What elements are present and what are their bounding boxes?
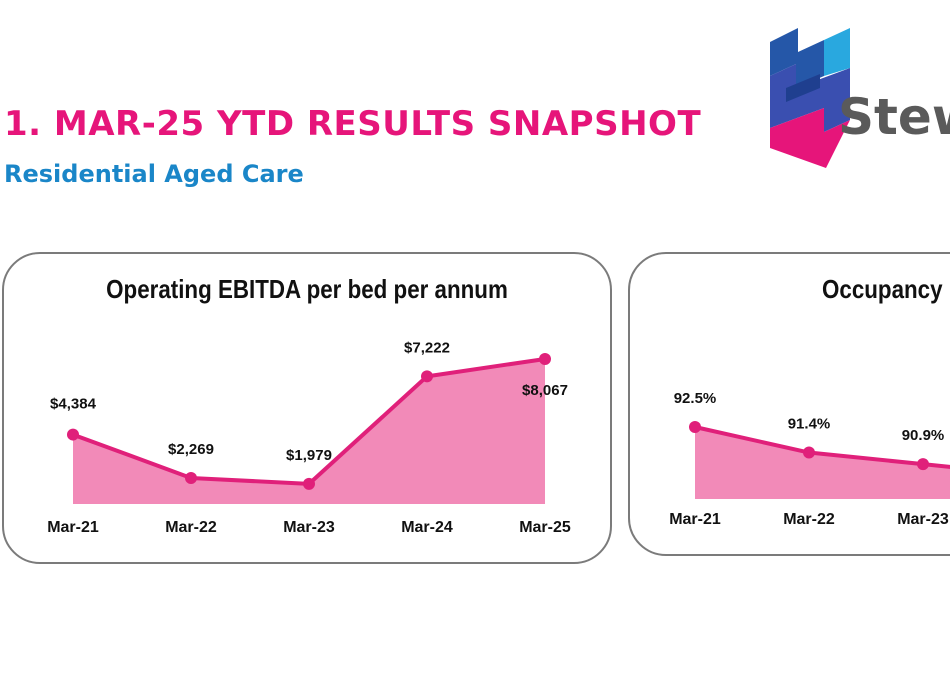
- occupancy-data-label-mar-21: 92.5%: [674, 390, 717, 407]
- ebitda-point-mar-25: [539, 353, 551, 365]
- occupancy-x-tick-mar-22: Mar-22: [783, 511, 835, 528]
- occupancy-x-tick-mar-23: Mar-23: [897, 511, 949, 528]
- logo-wordmark: Stew: [838, 88, 950, 146]
- occupancy-chart: 92.5% Mar-21 91.4% Mar-22 90.9% Mar-23: [669, 390, 950, 528]
- occupancy-area-fill: [695, 427, 950, 499]
- occupancy-point-mar-21: [689, 421, 701, 433]
- occupancy-x-tick-mar-21: Mar-21: [669, 511, 721, 528]
- ebitda-data-label-mar-22: $2,269: [168, 441, 214, 458]
- occupancy-data-label-mar-23: 90.9%: [902, 427, 945, 444]
- slide-title: 1. MAR-25 YTD RESULTS SNAPSHOT: [4, 104, 702, 144]
- ebitda-point-mar-24: [421, 370, 433, 383]
- ebitda-data-label-mar-24: $7,222: [404, 339, 450, 356]
- ebitda-chart-title: Operating EBITDA per bed per annum: [106, 274, 508, 304]
- occupancy-point-mar-23: [917, 458, 929, 471]
- logo-mark-icon: [770, 28, 850, 168]
- ebitda-x-tick-mar-23: Mar-23: [283, 519, 335, 536]
- ebitda-x-tick-mar-25: Mar-25: [519, 519, 571, 536]
- occupancy-point-mar-22: [803, 446, 815, 459]
- ebitda-chart-panel: Operating EBITDA per bed per annum $4,38…: [2, 252, 612, 564]
- occupancy-series-line: [694, 425, 950, 469]
- ebitda-data-label-mar-25: $8,067: [522, 382, 568, 399]
- ebitda-x-tick-mar-21: Mar-21: [47, 519, 99, 536]
- occupancy-data-label-mar-22: 91.4%: [788, 416, 831, 433]
- company-logo: Stew: [766, 28, 950, 170]
- occupancy-chart-title: Occupancy: [822, 274, 943, 304]
- ebitda-point-mar-23: [303, 477, 315, 490]
- occupancy-chart-panel: Occupancy 92.5% Mar-21 91.4% Mar-22 90.9% Mar…: [628, 252, 950, 556]
- ebitda-data-label-mar-21: $4,384: [50, 396, 97, 413]
- ebitda-point-mar-21: [67, 428, 79, 441]
- ebitda-data-label-mar-23: $1,979: [286, 447, 332, 464]
- ebitda-x-tick-mar-22: Mar-22: [165, 519, 217, 536]
- ebitda-chart: $4,384 Mar-21 $2,269 Mar-22 $1,979 Mar-23 $7,2…: [47, 339, 571, 536]
- ebitda-x-tick-mar-24: Mar-24: [401, 519, 453, 536]
- ebitda-area-fill: [73, 359, 545, 504]
- ebitda-point-mar-22: [185, 471, 197, 484]
- slide-subtitle: Residential Aged Care: [4, 160, 304, 188]
